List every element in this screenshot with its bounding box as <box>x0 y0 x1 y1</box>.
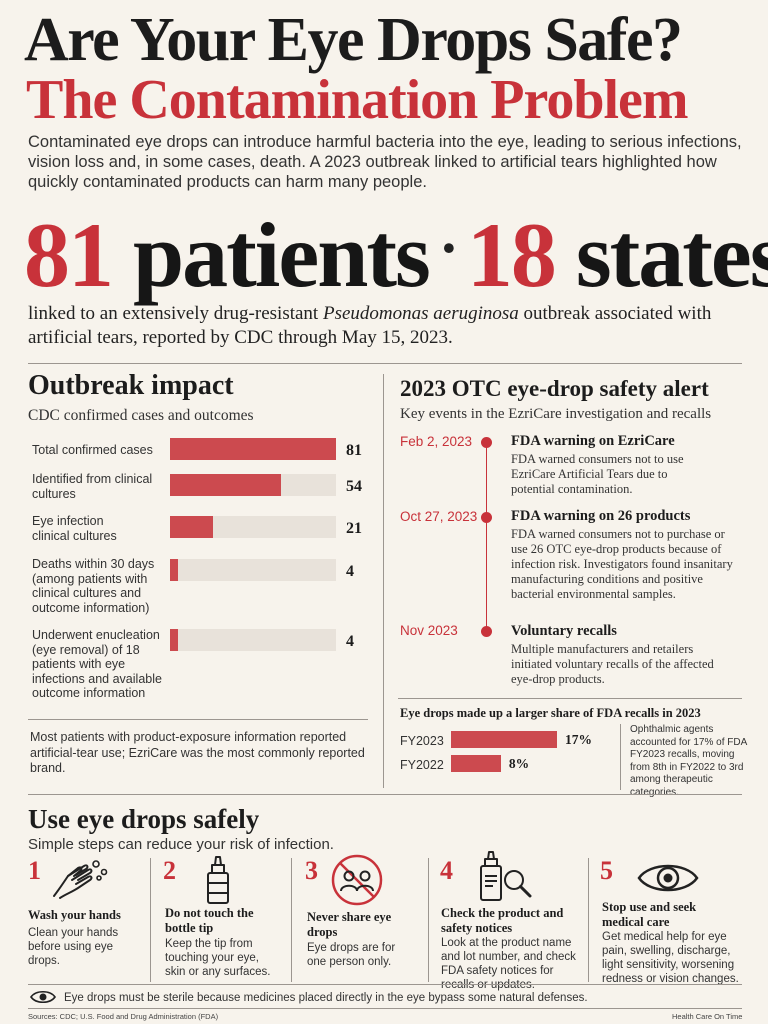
divider-footer <box>28 984 742 985</box>
step-number: 4 <box>440 856 453 885</box>
divider-recall-note <box>620 724 621 790</box>
recall-bar-label: FY2023 <box>400 734 444 748</box>
divider-bottom <box>28 794 742 795</box>
recall-bar <box>451 755 501 772</box>
timeline-line <box>486 442 487 632</box>
divider-impact-note <box>28 719 368 720</box>
step-heading: Wash your hands <box>28 908 121 922</box>
bar-track <box>170 474 336 496</box>
title-line-2: The Contamination Problem <box>26 69 689 131</box>
recall-share-title: Eye drops made up a larger share of FDA … <box>400 706 701 720</box>
pathogen-name: Pseudomonas aeruginosa <box>322 303 519 324</box>
bar-fill <box>170 559 179 581</box>
bar-fill <box>170 438 336 460</box>
step-body: Get medical help for eye pain, swelling,… <box>602 931 739 985</box>
divider-recalls <box>398 698 742 699</box>
stat-separator: · <box>438 215 459 281</box>
step-body: Clean your hands before using eye drops. <box>28 927 119 967</box>
intro-text: Contaminated eye drops can introduce har… <box>28 133 742 191</box>
title-line-1: Are Your Eye Drops Safe? <box>24 6 683 74</box>
bar-label: Underwent enucleation (eye removal) of 1… <box>32 628 162 700</box>
impact-subtitle: CDC confirmed cases and outcomes <box>28 407 254 424</box>
timeline-dot <box>481 437 492 448</box>
step-body: Look at the product name and lot number,… <box>441 937 576 991</box>
recall-bar-value: 17% <box>565 732 592 747</box>
divider-vertical <box>383 374 384 788</box>
recall-bar-label: FY2022 <box>400 758 444 772</box>
credit: Health Care On Time <box>672 1012 743 1021</box>
step-heading: Never share eye drops <box>307 910 392 939</box>
bar-track <box>170 438 336 460</box>
step-body: Keep the tip from touching your eye, ski… <box>165 938 271 978</box>
sources: Sources: CDC; U.S. Food and Drug Adminis… <box>28 1012 219 1021</box>
event-body: Multiple manufacturers and retailers ini… <box>511 642 714 686</box>
impact-title: Outbreak impact <box>28 370 234 401</box>
headline-stat: 81 patients · 18 states <box>24 198 768 305</box>
bar-track <box>170 629 336 651</box>
bottle-magnifier-icon <box>480 851 532 901</box>
step-divider <box>291 858 292 982</box>
bar-value: 54 <box>346 478 362 495</box>
dropper-bottle-icon <box>207 856 229 904</box>
step-heading: Stop use and seek medical care <box>602 900 697 929</box>
event-date: Feb 2, 2023 <box>400 434 473 449</box>
event-heading: FDA warning on 26 products <box>511 508 691 524</box>
bar-label: Total confirmed cases <box>32 443 153 457</box>
recall-bar-value: 8% <box>508 756 530 771</box>
bar-label: Identified from clinical cultures <box>32 472 153 501</box>
step-heading: Check the product and safety notices <box>441 906 564 935</box>
bar-value: 81 <box>346 442 362 459</box>
timeline-dot <box>481 512 492 523</box>
bar-value: 21 <box>346 520 362 537</box>
patients-number: 81 <box>24 204 114 306</box>
bar-value: 4 <box>346 633 354 650</box>
no-sharing-icon <box>331 854 383 906</box>
headline-sub-part2: outbreak associated with artificial tear… <box>28 303 712 348</box>
recall-bar <box>451 731 557 748</box>
event-body: FDA warned consumers not to use EzriCare… <box>511 452 684 496</box>
bar-track <box>170 559 336 581</box>
step-heading: Do not touch the bottle tip <box>165 906 254 935</box>
bar-track <box>170 516 336 538</box>
states-number: 18 <box>466 204 557 306</box>
footer-note: Eye drops must be sterile because medici… <box>64 992 588 1004</box>
safety-title: Use eye drops safely <box>28 804 260 834</box>
step-number: 2 <box>163 856 176 885</box>
bar-fill <box>170 516 214 538</box>
headline-sub-part1: linked to an extensively drug-resistant <box>28 303 323 324</box>
bar-label: Eye infection clinical cultures <box>32 514 117 543</box>
event-heading: FDA warning on EzriCare <box>511 433 675 449</box>
divider-sources <box>28 1008 742 1009</box>
states-word: states <box>575 204 768 306</box>
event-date: Nov 2023 <box>400 623 458 638</box>
bar-value: 4 <box>346 563 354 580</box>
washing-hands-icon <box>53 860 108 899</box>
bar-fill <box>170 474 281 496</box>
safety-subtitle: Simple steps can reduce your risk of inf… <box>28 836 334 853</box>
step-divider <box>588 858 589 982</box>
step-divider <box>150 858 151 982</box>
step-body: Eye drops are for one person only. <box>307 942 396 968</box>
step-number: 3 <box>305 856 318 885</box>
step-number: 1 <box>28 856 41 885</box>
alert-title: 2023 OTC eye-drop safety alert <box>400 376 709 401</box>
bar-fill <box>170 629 179 651</box>
divider-top <box>28 363 742 364</box>
impact-note: Most patients with product-exposure info… <box>30 730 365 775</box>
event-body: FDA warned consumers not to purchase or … <box>511 527 733 601</box>
recall-share-note: Ophthalmic agents accounted for 17% of F… <box>630 724 747 798</box>
eye-icon <box>30 990 56 1004</box>
headline-subtext: linked to an extensively drug-resistant … <box>28 302 748 350</box>
eye-icon <box>637 864 699 892</box>
event-heading: Voluntary recalls <box>511 623 617 639</box>
bar-label: Deaths within 30 days (among patients wi… <box>32 557 155 615</box>
alert-subtitle: Key events in the EzriCare investigation… <box>400 406 712 422</box>
timeline-dot <box>481 626 492 637</box>
step-number: 5 <box>600 856 613 885</box>
event-date: Oct 27, 2023 <box>400 509 478 524</box>
patients-word: patients <box>133 204 431 306</box>
step-divider <box>428 858 429 982</box>
